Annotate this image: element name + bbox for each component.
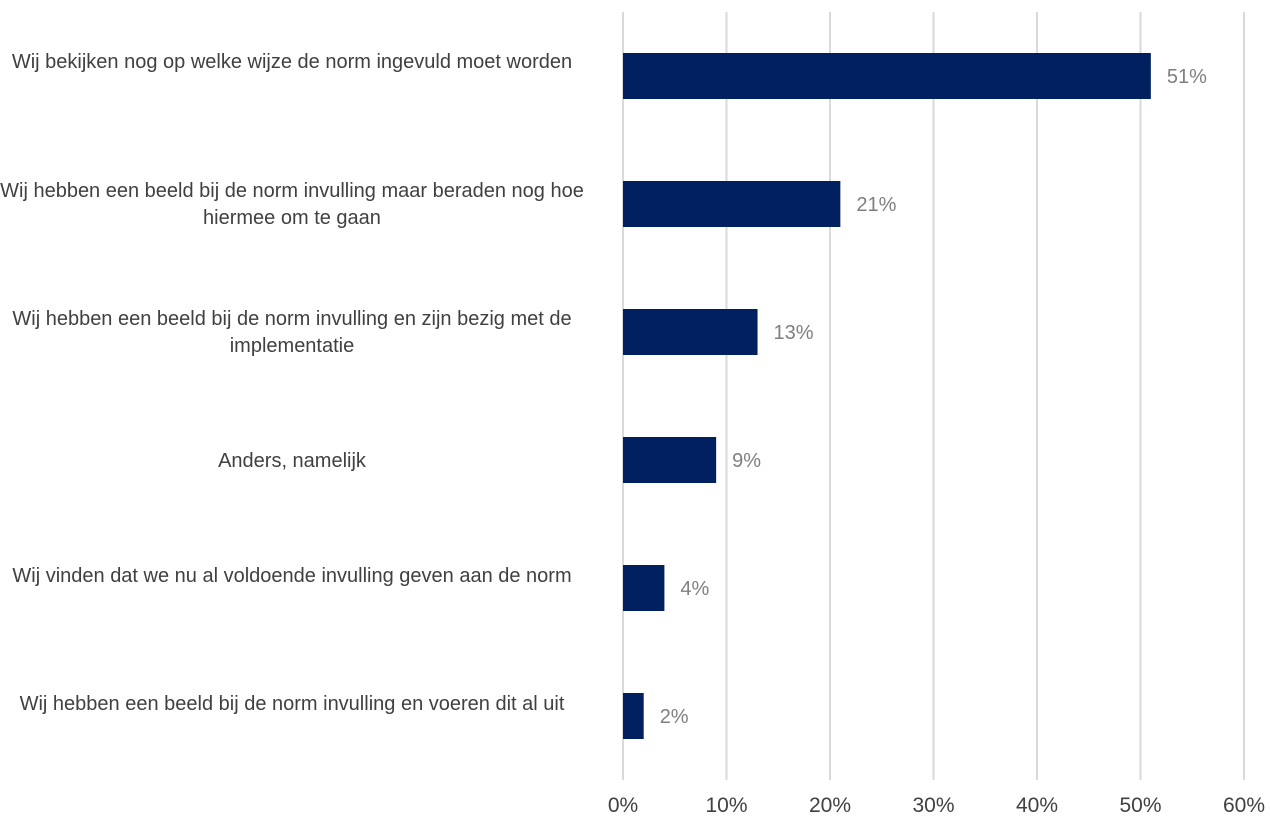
category-label: Wij vinden dat we nu al voldoende invull…: [12, 565, 572, 587]
x-tick-label: 0%: [608, 794, 638, 817]
category-label: Wij hebben een beeld bij de norm invulli…: [0, 180, 584, 229]
x-tick-label: 30%: [912, 794, 954, 817]
bar: [623, 693, 644, 739]
value-label: 13%: [774, 322, 814, 344]
x-tick-label: 20%: [809, 794, 851, 817]
gridlines: [622, 12, 1245, 780]
x-tick-label: 40%: [1016, 794, 1058, 817]
x-tick-label: 60%: [1223, 794, 1265, 817]
bar: [623, 437, 717, 483]
category-label: Wij hebben een beeld bij de norm invulli…: [19, 693, 565, 715]
bar: [623, 565, 665, 611]
value-label: 4%: [680, 578, 709, 600]
value-label: 2%: [660, 706, 689, 728]
category-label: Anders, namelijk: [218, 450, 366, 472]
x-tick-label: 10%: [705, 794, 747, 817]
value-label: 51%: [1167, 66, 1207, 88]
bar: [623, 181, 841, 227]
x-tick-label: 50%: [1119, 794, 1161, 817]
bar: [623, 53, 1151, 99]
bars: [623, 53, 1151, 739]
value-labels: 51% 21% 13% 9% 4% 2%: [660, 66, 1207, 728]
bar: [623, 309, 758, 355]
value-label: 9%: [732, 450, 761, 472]
value-label: 21%: [856, 194, 896, 216]
x-axis-tick-labels: 0% 10% 20% 30% 40% 50% 60%: [608, 794, 1265, 817]
category-label: Wij hebben een beeld bij de norm invulli…: [12, 308, 572, 357]
category-label: Wij bekijken nog op welke wijze de norm …: [11, 51, 573, 73]
